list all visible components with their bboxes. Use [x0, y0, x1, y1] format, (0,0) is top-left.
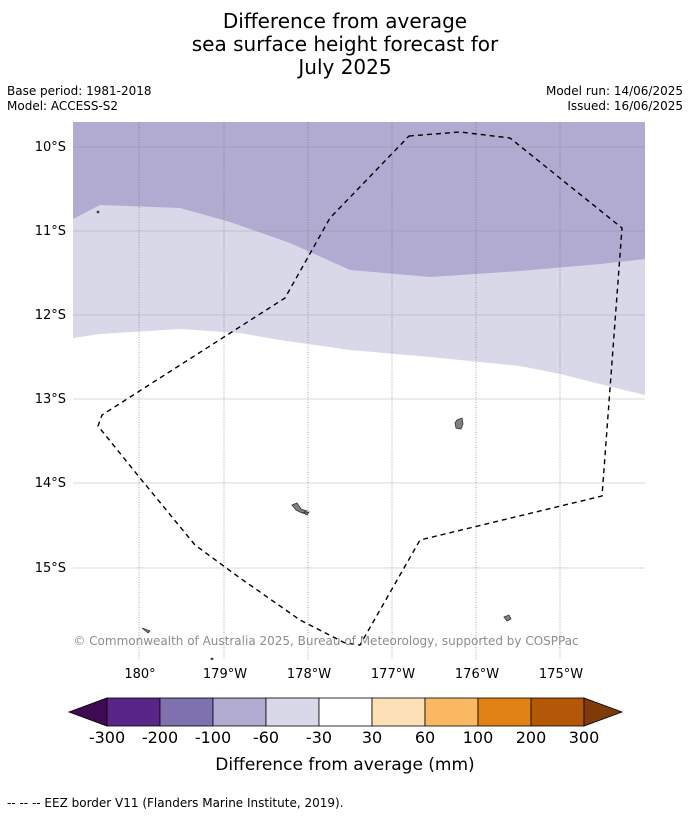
island-southeast: [503, 614, 512, 622]
eez-border: [97, 131, 623, 646]
lon-gridlines: [138, 122, 561, 660]
island-east: [454, 417, 464, 430]
lon-label-177w: 177°W: [371, 667, 415, 682]
lon-label-180: 180°: [124, 667, 155, 682]
colorbar-tick-label: 200: [516, 728, 547, 747]
colorbar-tick-label: 30: [362, 728, 382, 747]
colorbar-label: Difference from average (mm): [215, 755, 474, 775]
colorbar-tick-label: 100: [463, 728, 494, 747]
meta-left: Base period: 1981-2018 Model: ACCESS-S2: [7, 84, 152, 114]
lon-label-179w: 179°W: [203, 667, 247, 682]
issued-date: Issued: 16/06/2025: [567, 99, 683, 113]
island-central: [291, 502, 309, 514]
lon-label-176w: 176°W: [455, 667, 499, 682]
lat-label-12s: 12°S: [35, 308, 66, 323]
colorbar-extend-low: [67, 697, 108, 727]
lat-labels: 10°S 11°S 12°S 13°S 14°S 15°S: [35, 140, 66, 576]
lat-gridlines: [73, 146, 645, 569]
lon-label-175w: 175°W: [539, 667, 583, 682]
title-line-3: July 2025: [298, 55, 392, 79]
lat-label-11s: 11°S: [35, 224, 66, 239]
colorbar-segment: [159, 697, 214, 727]
colorbar-tick-label: -100: [195, 728, 231, 747]
colorbar-segment: [424, 697, 479, 727]
title-line-1: Difference from average: [222, 9, 468, 33]
island-central-small: [301, 511, 310, 516]
colorbar-tick-label: -200: [142, 728, 178, 747]
lon-label-178w: 178°W: [287, 667, 331, 682]
meta-right: Model run: 14/06/2025 Issued: 16/06/2025: [546, 84, 683, 114]
island-shapes: [96, 210, 512, 660]
colorbar-tick-labels: -300 -200 -100 -60 -30 30 60 100 200 300: [89, 728, 599, 747]
colorbar: [67, 697, 624, 727]
colorbar-segment: [530, 697, 585, 727]
colorbar-extend-high: [583, 697, 624, 727]
lon-labels: 180° 179°W 178°W 177°W 176°W 175°W: [124, 667, 583, 682]
lat-label-10s: 10°S: [35, 140, 66, 155]
model-run: Model run: 14/06/2025: [545, 84, 683, 98]
colorbar-tick-label: -300: [89, 728, 125, 747]
colorbar-tick-label: 60: [415, 728, 435, 747]
lat-label-14s: 14°S: [35, 476, 66, 491]
colorbar-segment: [212, 697, 267, 727]
band-minus-100-to-60: [73, 122, 645, 277]
colorbar-segment: [106, 697, 161, 727]
base-period: Base period: 1981-2018: [7, 84, 152, 98]
island-south: [210, 657, 214, 660]
colorbar-segment: [371, 697, 426, 727]
island-southwest: [141, 627, 151, 634]
colorbar-tick-label: -60: [253, 728, 279, 747]
colorbar-tick-label: -30: [306, 728, 332, 747]
footnote-eez-source: -- -- -- EEZ border V11 (Flanders Marine…: [7, 796, 344, 810]
lat-label-13s: 13°S: [35, 392, 66, 407]
colorbar-segment: [477, 697, 532, 727]
colorbar-segment: [265, 697, 320, 727]
model-name: Model: ACCESS-S2: [7, 99, 119, 113]
colorbar-segment: [318, 697, 373, 727]
lat-label-15s: 15°S: [35, 561, 66, 576]
copyright-notice: © Commonwealth of Australia 2025, Bureau…: [73, 634, 578, 648]
colorbar-tick-label: 300: [569, 728, 600, 747]
island-northwest: [96, 210, 100, 214]
title-line-2: sea surface height forecast for: [191, 32, 499, 56]
map-plot-area: © Commonwealth of Australia 2025, Bureau…: [73, 122, 645, 660]
